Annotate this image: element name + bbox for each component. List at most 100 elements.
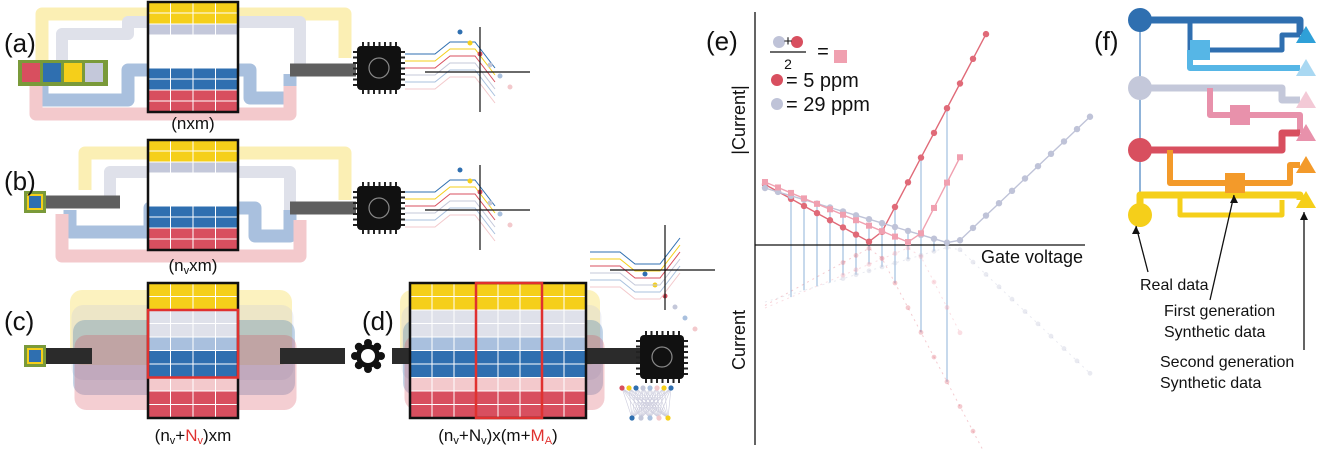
matrix-label: (nv+Nv)x(m+MA) [438, 426, 557, 447]
matrix-cell [192, 161, 216, 174]
matrix-cell [148, 57, 171, 68]
legend-item: = 29 ppm [786, 94, 870, 116]
matrix-cell [215, 46, 238, 57]
label-part: ) [552, 426, 558, 445]
net-edge [635, 387, 660, 419]
mini-plot-line [590, 258, 681, 286]
matrix-cell [215, 161, 239, 174]
curve-point-mirror [918, 254, 924, 260]
curve-point [904, 227, 912, 235]
matrix-cell [409, 296, 433, 311]
mini-plot-dot [467, 40, 473, 46]
net-edge [621, 387, 651, 419]
chip-icon [368, 197, 390, 219]
matrix-cell [170, 363, 194, 378]
net-edge [635, 387, 651, 419]
net-node [656, 415, 662, 421]
matrix-cell [519, 323, 543, 338]
net-node [633, 385, 639, 391]
curve-point-mirror [840, 276, 846, 281]
matrix-cell [147, 1, 171, 14]
label-part: +N [459, 426, 481, 445]
chip-body [640, 335, 684, 379]
matrix-cell [170, 89, 194, 102]
label-part: N [185, 426, 197, 445]
label-part: )xm [203, 426, 231, 445]
curve-point-mirror [905, 305, 911, 311]
net-edge [658, 387, 672, 419]
matrix-cell [215, 1, 239, 14]
real-data-node [1128, 76, 1152, 100]
matrix-cell [193, 35, 216, 46]
mini-plot-line [590, 272, 681, 300]
curve-point [931, 204, 937, 211]
net-edge [631, 387, 665, 419]
curve-point [852, 212, 860, 219]
mini-plot-line [405, 48, 496, 76]
matrix-cell [497, 404, 521, 419]
mini-plot [405, 27, 530, 112]
net-node [619, 385, 625, 391]
curve-point [827, 206, 833, 213]
matrix-cell [519, 282, 543, 297]
matrix-cell [192, 89, 216, 102]
matrix-cell [170, 227, 194, 240]
gear-icon [351, 339, 385, 373]
matrix-cell [192, 78, 216, 91]
matrix-cell [170, 1, 194, 14]
matrix-cell [147, 390, 171, 405]
matrix-cell [170, 173, 193, 184]
matrix-cell [147, 227, 171, 240]
label-part: xm) [189, 256, 217, 275]
curve-point [813, 209, 821, 217]
matrix-cell [497, 282, 521, 297]
matrix-cell [147, 150, 171, 163]
chip-body [357, 46, 401, 90]
matrix-cell [453, 404, 477, 419]
curve-point [865, 216, 873, 223]
synthetic-node [1225, 173, 1245, 193]
matrix-cell [147, 89, 171, 102]
curve-point-mirror [1061, 346, 1067, 351]
curve-point [801, 195, 807, 202]
matrix-frame [146, 0, 240, 114]
matrix-cell [215, 377, 239, 392]
matrix-cell [215, 238, 239, 251]
matrix-cell [215, 336, 239, 351]
net-edge [640, 387, 665, 419]
net-edge [631, 387, 672, 419]
matrix-cell [409, 309, 433, 324]
matrix-cell [453, 296, 477, 311]
mini-plot [405, 165, 530, 250]
matrix-cell [519, 404, 543, 419]
curve-point-mirror [970, 259, 976, 265]
mini-plot-dot [507, 84, 513, 90]
chip-icon [651, 346, 673, 368]
net-node [668, 385, 674, 391]
curve-point-mirror [931, 279, 937, 285]
label-part: + [175, 426, 185, 445]
matrix-cell [147, 282, 171, 297]
net-edge [621, 387, 660, 419]
mini-plot-dot [692, 326, 698, 332]
matrix-cell [192, 350, 216, 365]
matrix-cell [215, 323, 239, 338]
matrix-cell [147, 309, 171, 324]
curve-point [800, 202, 808, 210]
sample-cell [27, 348, 43, 364]
curve-point-mirror [1074, 358, 1080, 364]
matrix-label: (nv+Nv)xm [155, 426, 232, 447]
curve-point [826, 217, 834, 224]
mini-plot-line [405, 186, 496, 214]
lineage-line [1136, 191, 1304, 215]
matrix-cell [147, 12, 171, 25]
sample-cell [85, 63, 103, 82]
curve-point-mirror [892, 260, 898, 266]
net-edge [649, 387, 665, 419]
net-edge [649, 387, 672, 419]
processor-chip [353, 42, 405, 94]
y-axis-label: |Current| [729, 85, 749, 154]
legend-icon [834, 50, 847, 63]
curve-point [930, 129, 938, 137]
curve-point [761, 184, 769, 192]
